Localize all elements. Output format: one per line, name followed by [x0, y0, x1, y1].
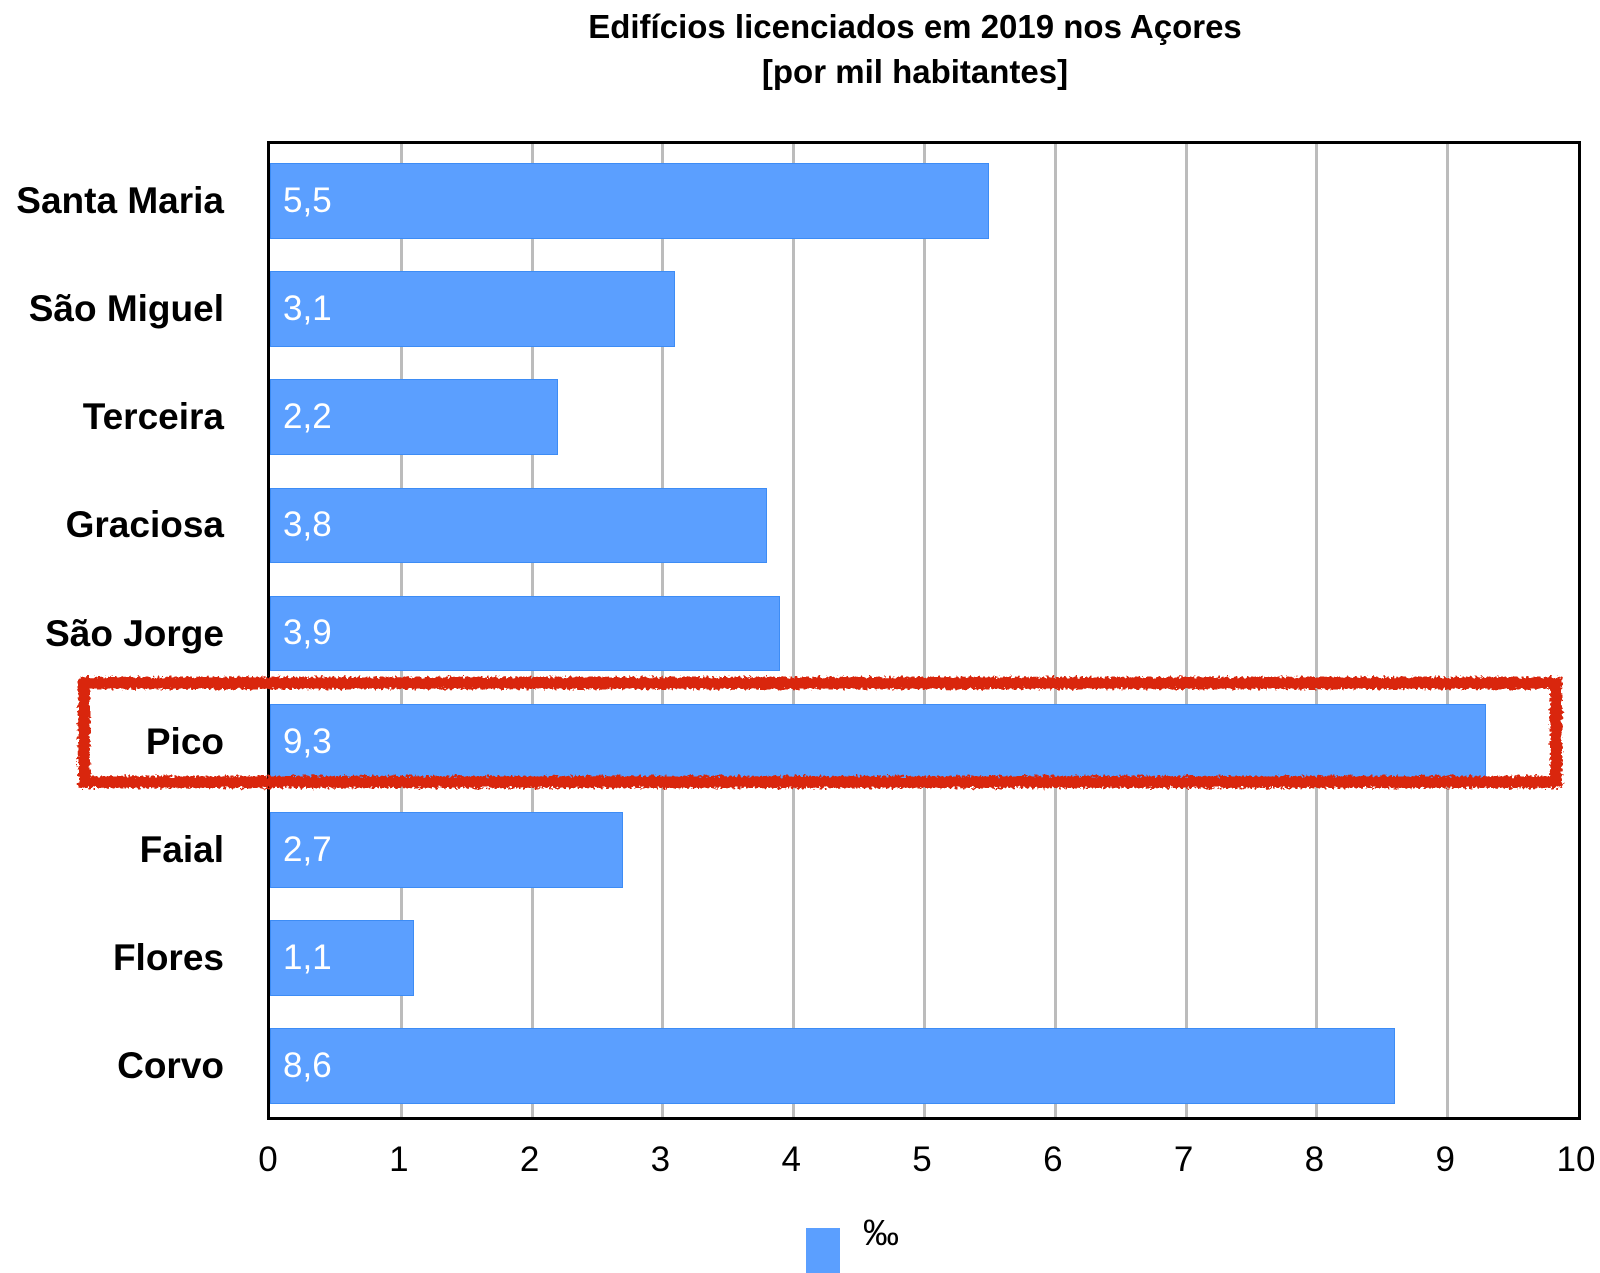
- category-label: Graciosa: [65, 504, 224, 546]
- x-tick-label: 6: [1043, 1140, 1063, 1179]
- legend-swatch: [806, 1228, 840, 1273]
- gridline: [1053, 144, 1057, 1117]
- gridline: [1315, 144, 1319, 1117]
- category-label: Flores: [112, 936, 224, 978]
- x-tick-label: 0: [258, 1140, 278, 1179]
- bar: 3,1: [270, 271, 676, 347]
- x-tick-label: 4: [781, 1140, 801, 1179]
- bar-value-label: 1,1: [283, 937, 332, 977]
- gridline: [1184, 144, 1188, 1117]
- bar-value-label: 8,6: [283, 1045, 332, 1085]
- bar: 3,8: [270, 487, 768, 564]
- bar: 1,1: [270, 919, 414, 996]
- category-label: Faial: [139, 828, 224, 870]
- bar-value-label: 2,7: [283, 829, 332, 869]
- bar: 2,7: [270, 811, 624, 888]
- x-tick-label: 9: [1435, 1140, 1455, 1179]
- chart-title-line1: Edifícios licenciados em 2019 nos Açores: [588, 8, 1242, 45]
- gridline: [923, 144, 926, 1117]
- legend-label: ‰: [863, 1212, 899, 1253]
- x-tick-label: 2: [519, 1140, 540, 1179]
- x-tick-label: 10: [1556, 1140, 1596, 1179]
- category-label: São Jorge: [45, 612, 224, 654]
- bar-value-label: 2,2: [283, 397, 332, 437]
- bar-value-label: 3,9: [283, 613, 332, 653]
- bar-value-label: 5,5: [283, 181, 332, 221]
- pico-highlight-box: [78, 677, 1562, 788]
- category-label: Santa Maria: [16, 180, 224, 222]
- bar: 2,2: [270, 379, 558, 456]
- category-label: São Miguel: [28, 288, 224, 330]
- bar-value-label: 3,1: [283, 289, 332, 329]
- chart-subtitle: [por mil habitantes]: [761, 53, 1069, 90]
- category-label: Terceira: [82, 396, 224, 438]
- x-tick-label: 5: [912, 1140, 932, 1179]
- bar: 8,6: [270, 1028, 1395, 1104]
- bar: 9,3: [270, 703, 1487, 780]
- x-tick-label: 1: [389, 1140, 409, 1179]
- gridline: [1446, 144, 1450, 1117]
- chart-title: Edifícios licenciados em 2019 nos Açores…: [520, 4, 1310, 94]
- gridline: [792, 144, 796, 1117]
- x-tick-label: 3: [650, 1140, 671, 1179]
- bar: 5,5: [270, 163, 990, 239]
- x-tick-label: 7: [1173, 1140, 1194, 1179]
- x-tick-label: 8: [1304, 1140, 1325, 1179]
- plot-area: 5,5 3,1 2,2 3,8 3,9 9,3 2,7 1,1 8,6: [267, 141, 1581, 1120]
- bar: 3,9: [270, 595, 781, 672]
- category-label: Corvo: [117, 1044, 224, 1086]
- category-label: Pico: [145, 720, 224, 762]
- bar-value-label: 3,8: [283, 505, 332, 545]
- bar-value-label: 9,3: [283, 721, 332, 761]
